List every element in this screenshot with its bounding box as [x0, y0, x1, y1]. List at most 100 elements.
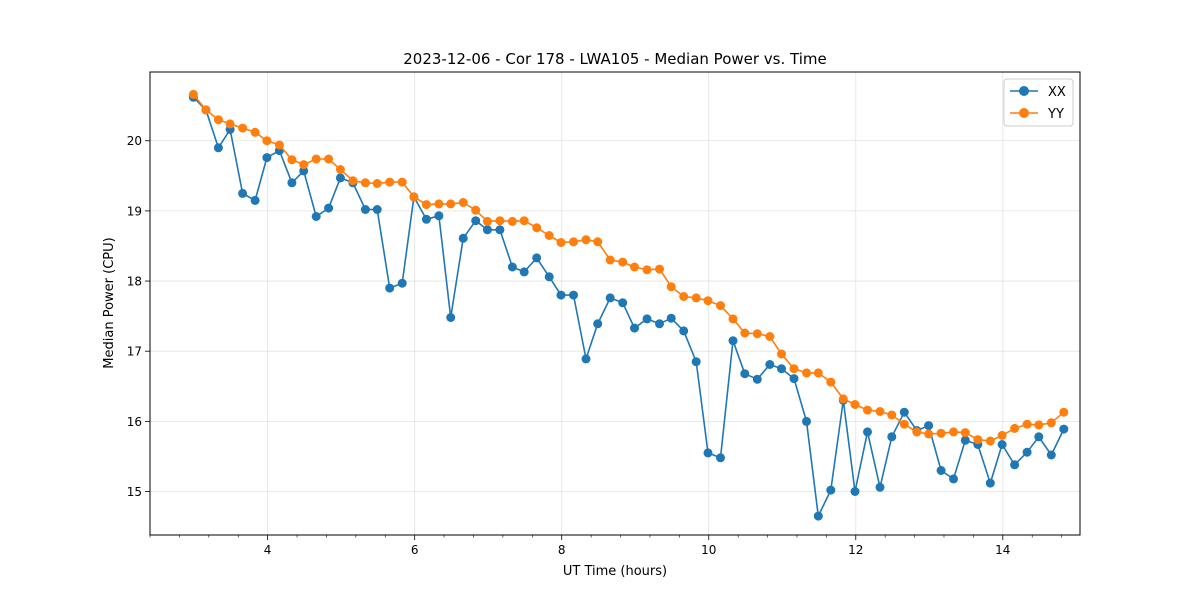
data-point-yy	[213, 115, 223, 125]
data-point-yy	[250, 127, 260, 137]
data-point-xx	[863, 427, 872, 437]
x-tick-label: 14	[995, 543, 1010, 557]
data-point-yy	[519, 216, 529, 226]
data-point-yy	[421, 200, 431, 210]
data-point-yy	[752, 329, 762, 339]
data-point-yy	[274, 140, 284, 150]
y-tick-label: 15	[127, 485, 142, 499]
data-point-xx	[618, 298, 628, 308]
y-tick-label: 19	[127, 204, 142, 218]
data-point-yy	[1034, 420, 1044, 430]
data-point-yy	[581, 235, 591, 245]
data-point-xx	[507, 262, 517, 272]
x-tick-label: 6	[411, 543, 419, 557]
data-point-xx	[544, 272, 554, 282]
data-point-yy	[703, 296, 713, 306]
data-point-yy	[973, 435, 983, 445]
data-point-xx	[691, 357, 701, 367]
data-point-yy	[471, 205, 481, 215]
data-point-yy	[777, 349, 786, 359]
data-point-xx	[802, 416, 811, 426]
legend-label-yy: YY	[1047, 107, 1064, 122]
data-point-yy	[838, 394, 848, 404]
data-point-xx	[765, 360, 775, 369]
data-point-xx	[569, 290, 578, 300]
data-point-yy	[1046, 418, 1056, 428]
data-point-yy	[936, 428, 946, 438]
x-tick-label: 8	[558, 543, 566, 557]
data-point-yy	[434, 199, 444, 209]
data-point-yy	[593, 237, 603, 247]
data-point-yy	[495, 216, 505, 226]
data-point-yy	[225, 119, 235, 129]
data-point-xx	[899, 407, 909, 417]
data-point-xx	[262, 153, 272, 163]
data-point-yy	[397, 177, 407, 187]
y-tick-label: 18	[127, 275, 142, 289]
data-point-yy	[863, 405, 872, 415]
data-point-xx	[630, 323, 639, 333]
data-point-xx	[752, 374, 762, 384]
data-point-yy	[507, 216, 517, 226]
data-point-xx	[826, 485, 836, 495]
data-point-yy	[335, 165, 345, 174]
data-point-yy	[299, 160, 309, 170]
data-point-xx	[581, 354, 591, 364]
data-point-xx	[434, 211, 444, 221]
data-point-xx	[250, 195, 260, 205]
data-point-yy	[569, 237, 578, 247]
data-point-xx	[213, 143, 223, 153]
data-point-xx	[1046, 450, 1056, 460]
data-point-yy	[262, 136, 272, 146]
data-point-xx	[519, 267, 529, 277]
data-point-xx	[605, 293, 615, 303]
data-point-xx	[997, 440, 1007, 449]
data-point-yy	[960, 428, 970, 438]
data-point-yy	[716, 301, 725, 311]
data-point-yy	[802, 368, 811, 378]
data-point-xx	[471, 216, 481, 226]
grid	[150, 72, 1080, 535]
data-point-xx	[1022, 447, 1032, 457]
data-point-xx	[397, 278, 407, 288]
data-point-xx	[1034, 432, 1044, 442]
data-point-xx	[716, 453, 725, 463]
data-point-yy	[850, 400, 860, 409]
data-point-yy	[887, 410, 897, 420]
data-point-xx	[287, 178, 297, 188]
data-point-xx	[299, 166, 309, 176]
data-point-yy	[924, 429, 934, 439]
data-point-yy	[765, 332, 775, 341]
data-point-xx	[593, 319, 603, 329]
data-point-xx	[446, 313, 456, 322]
data-point-yy	[1022, 419, 1032, 429]
y-tick-label: 16	[127, 415, 142, 429]
data-point-xx	[655, 319, 664, 329]
data-point-xx	[728, 336, 738, 346]
data-point-xx	[482, 225, 492, 235]
data-point-xx	[458, 233, 468, 243]
data-point-xx	[1059, 424, 1069, 434]
data-point-xx	[385, 283, 395, 293]
data-point-xx	[335, 173, 345, 183]
data-point-xx	[703, 448, 713, 458]
data-point-xx	[789, 374, 799, 384]
data-point-yy	[311, 154, 321, 164]
data-point-yy	[544, 231, 554, 240]
data-point-xx	[556, 290, 566, 300]
series-layer	[188, 89, 1069, 521]
data-point-xx	[311, 212, 321, 221]
data-point-yy	[201, 105, 211, 115]
data-point-yy	[385, 177, 395, 187]
data-point-xx	[495, 225, 505, 235]
data-point-xx	[949, 474, 958, 484]
data-point-yy	[899, 419, 909, 429]
data-point-yy	[875, 407, 885, 416]
data-point-yy	[238, 123, 248, 133]
data-point-yy	[813, 368, 823, 378]
data-point-yy	[630, 262, 639, 272]
data-point-xx	[887, 432, 897, 442]
data-point-yy	[912, 427, 922, 437]
